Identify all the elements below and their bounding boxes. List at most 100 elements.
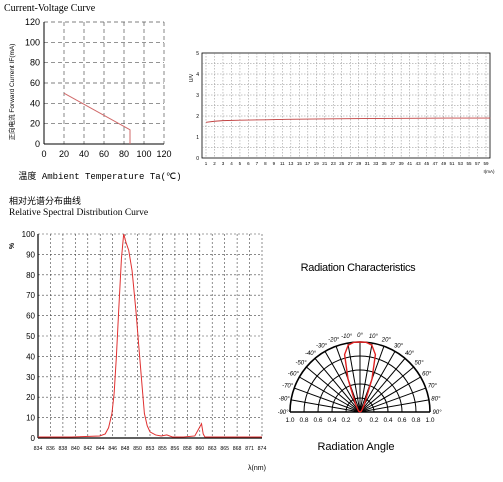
x-tick-label: 855 <box>158 446 167 452</box>
y-tick-label: 100 <box>25 37 40 47</box>
angle-label: -40° <box>305 351 317 357</box>
angle-label: -70° <box>282 384 294 390</box>
y-tick-label: 0 <box>196 156 199 162</box>
x-tick-label: 31 <box>365 161 371 166</box>
x-tick-label: 868 <box>233 446 242 452</box>
polar-spoke <box>359 366 414 413</box>
x-tick-label: 842 <box>83 446 92 452</box>
angle-label: -80° <box>279 397 291 403</box>
x-tick-label: 834 <box>34 446 43 452</box>
spectral-title-en: Relative Spectral Distribution Curve <box>9 208 149 218</box>
radial-tick-label: 0.2 <box>369 417 378 424</box>
x-tick-label: 100 <box>136 149 151 159</box>
y-tick-label: 20 <box>26 393 35 402</box>
y-tick-label: 30 <box>26 373 35 382</box>
radial-tick-label: 1.0 <box>425 417 434 424</box>
x-tick-label: 865 <box>220 446 229 452</box>
x-tick-label: 21 <box>322 161 328 166</box>
angle-label: 60° <box>422 372 432 378</box>
polar-spoke <box>299 376 361 413</box>
y-tick-label: 40 <box>26 352 35 361</box>
x-axis-label: I(mA) <box>484 169 495 174</box>
x-tick-label: 25 <box>339 161 345 166</box>
polar-spoke <box>359 351 396 413</box>
y-tick-label: 4 <box>196 72 199 78</box>
x-tick-label: 33 <box>373 161 379 166</box>
x-tick-label: 17 <box>305 161 311 166</box>
y-tick-label: 2 <box>196 114 199 120</box>
y-tick-label: 50 <box>26 332 35 341</box>
angle-label: 20° <box>381 338 392 344</box>
radiation-chart: Radiation Characteristics -90° -80° -70° -6… <box>278 262 442 453</box>
x-tick-label: 9 <box>273 161 276 166</box>
y-tick-label: 20 <box>30 119 40 129</box>
chart-title: Radiation Characteristics <box>301 262 417 274</box>
y-tick-label: 80 <box>30 58 40 68</box>
x-tick-label: 60 <box>99 149 109 159</box>
x-tick-label: 57 <box>475 161 481 166</box>
angle-label: -30° <box>316 343 328 349</box>
y-tick-label: 3 <box>196 93 199 99</box>
angle-label: 30° <box>394 343 404 349</box>
radial-tick-label: 0.4 <box>383 417 392 424</box>
angle-label: 40° <box>405 351 415 357</box>
x-tick-label: 848 <box>121 446 130 452</box>
radiation-pattern <box>343 341 377 413</box>
radial-tick-label: 0.8 <box>299 417 308 424</box>
y-tick-label: 40 <box>30 98 40 108</box>
y-tick-label: 5 <box>196 51 199 57</box>
x-tick-label: 13 <box>288 161 294 166</box>
spectral-title-cn: 相对光谱分布曲线 <box>9 196 82 206</box>
x-tick-label: 0 <box>41 149 46 159</box>
x-tick-label: 856 <box>171 446 180 452</box>
spectral-chart: 0 10 20 30 40 50 60 70 80 90 100 834 836 838 840 842 844… <box>9 230 266 472</box>
x-tick-label: 8 <box>264 161 267 166</box>
derating-line <box>63 92 131 144</box>
x-tick-label: 39 <box>399 161 405 166</box>
x-tick-label: 871 <box>245 446 254 452</box>
x-tick-label: 860 <box>195 446 204 452</box>
x-tick-label: 846 <box>108 446 117 452</box>
x-tick-label: 838 <box>59 446 68 452</box>
x-tick-label: 20 <box>59 149 69 159</box>
x-tick-label: 7 <box>256 161 259 166</box>
angle-label: -50° <box>295 361 307 367</box>
x-tick-label: 27 <box>348 161 354 166</box>
y-axis-label: % <box>9 242 16 249</box>
x-tick-label: 29 <box>356 161 362 166</box>
x-tick-label: 850 <box>133 446 142 452</box>
angle-label: 0° <box>357 333 363 339</box>
angle-label: -60° <box>288 372 300 378</box>
x-tick-label: 35 <box>382 161 388 166</box>
polar-spoke <box>359 387 426 413</box>
x-tick-label: 6 <box>247 161 250 166</box>
radial-tick-label: 0.4 <box>327 417 336 424</box>
polar-spoke <box>290 399 361 413</box>
x-tick-label: 15 <box>297 161 303 166</box>
polar-spoke <box>314 358 361 413</box>
x-axis-label: λ(nm) <box>248 465 266 472</box>
y-tick-label: 0 <box>31 434 36 443</box>
angle-label: 80° <box>431 397 441 403</box>
x-axis-label: 温度 Ambient Temperature Ta(℃) <box>18 170 181 182</box>
y-tick-label: 60 <box>26 312 35 321</box>
y-tick-label: 1 <box>196 135 199 141</box>
angle-label: -90° <box>278 410 289 416</box>
derating-chart: 0 20 40 60 80 100 120 0 20 40 60 80 100 120 正向电流 Forw… <box>7 17 182 182</box>
angle-label: -10° <box>341 334 353 340</box>
angle-label: 50° <box>414 361 424 367</box>
y-tick-label: 80 <box>26 271 35 280</box>
cv-title: Current-Voltage Curve <box>4 3 96 14</box>
angle-label: 70° <box>428 384 438 390</box>
x-tick-label: 45 <box>424 161 430 166</box>
x-tick-label: 40 <box>79 149 89 159</box>
x-tick-label: 23 <box>331 161 337 166</box>
x-tick-label: 1 <box>205 161 208 166</box>
radial-tick-label: 0.6 <box>313 417 322 424</box>
polar-spoke <box>359 399 430 413</box>
voltage-line <box>205 117 491 123</box>
x-tick-label: 2 <box>213 161 216 166</box>
angle-label: 10° <box>369 334 379 340</box>
y-tick-label: 10 <box>26 414 35 423</box>
